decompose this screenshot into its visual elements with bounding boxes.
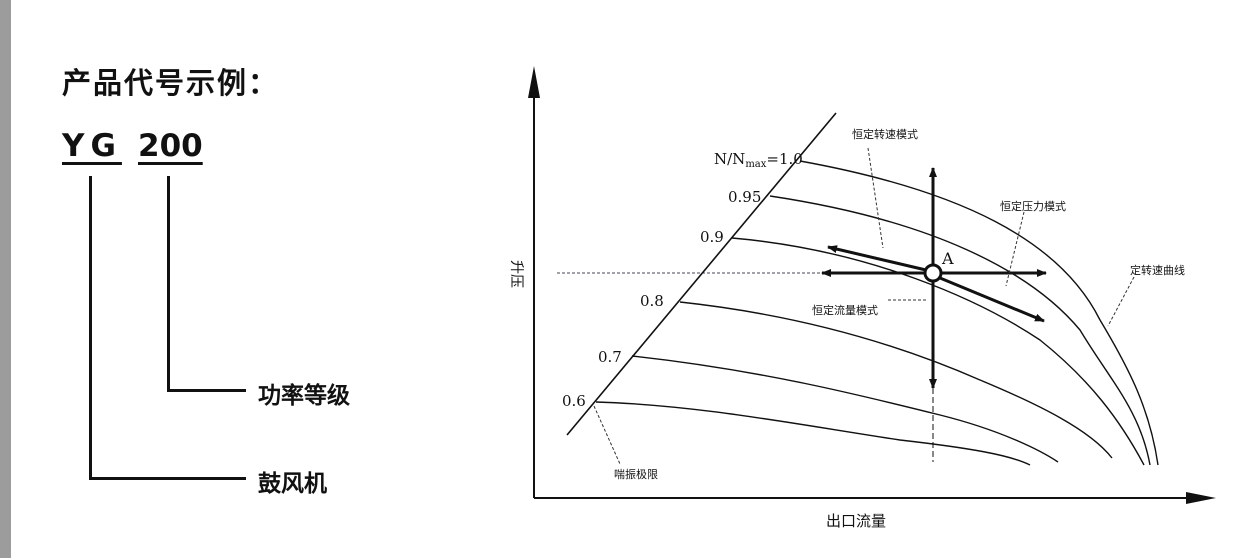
speed-curve-0-95 (769, 195, 1151, 466)
operating-point-label: A (941, 249, 954, 268)
code-number: 200 (138, 128, 203, 164)
speed-curve-0-7 (631, 355, 1059, 463)
speed-label-0-9: 0.9 (700, 228, 724, 246)
left-edge-strip (0, 0, 11, 558)
speed-curve-0-6 (595, 401, 1031, 466)
prefix-connector-vertical (89, 176, 92, 480)
surge-limit-line (566, 112, 837, 436)
operating-point-a (923, 263, 943, 283)
leader-surge-limit (593, 405, 621, 465)
annotation-constant-speed-curve: 定转速曲线 (1130, 263, 1185, 277)
number-connector-horizontal (167, 389, 246, 392)
y-axis-arrow (528, 66, 540, 98)
annotation-constant-flow-mode: 恒定流量模式 (812, 303, 878, 317)
x-axis-label: 出口流量 (826, 512, 886, 530)
leader-constant-speed-mode (867, 147, 884, 249)
prefix-connector-horizontal (89, 477, 246, 480)
leader-constant-speed-curve (1107, 276, 1135, 327)
speed-label-0-6: 0.6 (562, 392, 586, 410)
speed-label-0-7: 0.7 (598, 348, 622, 366)
prefix-meaning: 鼓风机 (258, 471, 327, 497)
speed-curve-1-0 (799, 160, 1159, 466)
arrow-upper-left (827, 245, 927, 272)
number-meaning: 功率等级 (258, 383, 350, 409)
speed-label-0-95: 0.95 (728, 188, 761, 206)
speed-label-1-0: N/Nmax=1.0 (714, 150, 803, 170)
annotation-surge-limit: 喘振极限 (614, 467, 658, 481)
annotation-constant-pressure-mode: 恒定压力模式 (1000, 199, 1066, 213)
y-axis-label: 升压 (508, 260, 524, 288)
number-connector-vertical (167, 176, 170, 392)
speed-curve-0-8 (679, 301, 1113, 459)
x-axis-arrow (1186, 492, 1216, 504)
arrow-lower-right (939, 276, 1045, 323)
leader-constant-pressure-mode (1005, 211, 1025, 287)
speed-label-0-8: 0.8 (640, 292, 664, 310)
code-prefix: YG (62, 128, 122, 164)
annotation-constant-speed-mode: 恒定转速模式 (852, 127, 918, 141)
speed-curve-0-9 (731, 237, 1145, 466)
example-title: 产品代号示例： (62, 66, 280, 100)
